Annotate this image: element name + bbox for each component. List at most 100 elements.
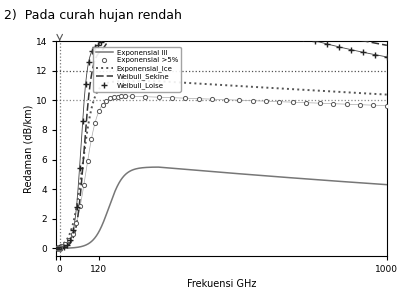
Line: Exponensial III: Exponensial III — [56, 167, 387, 248]
Exponensial >5% — [56, 247, 61, 250]
Exponensial III — [54, 247, 59, 250]
Weibull_Loise — [324, 42, 329, 46]
Weibull_Loise — [104, 31, 109, 34]
X-axis label: Frekuensi GHz: Frekuensi GHz — [187, 279, 256, 289]
Weibull_Loise — [253, 21, 258, 25]
Weibull_Loise — [74, 205, 79, 208]
Weibull_Loise — [372, 53, 377, 56]
Exponensial >5% — [196, 97, 201, 101]
Exponensial >5% — [237, 98, 241, 102]
Exponensial >5% — [277, 100, 282, 103]
Weibull_Loise — [229, 14, 233, 18]
Exponensial >5% — [223, 98, 228, 101]
Line: Weibull_Loise: Weibull_Loise — [53, 0, 391, 252]
Weibull_Loise — [55, 247, 60, 250]
Weibull_Loise — [276, 29, 281, 32]
Exponensial >5% — [291, 101, 295, 104]
Exponensial >5% — [89, 138, 94, 141]
Weibull_Sekine — [252, 14, 257, 18]
Weibull_Loise — [96, 44, 100, 47]
Weibull_Loise — [193, 5, 197, 8]
Weibull_Loise — [114, 21, 118, 24]
Weibull_Loise — [108, 27, 112, 31]
Weibull_Loise — [56, 247, 61, 250]
Weibull_Loise — [86, 60, 91, 64]
Weibull_Loise — [168, 1, 173, 5]
Weibull_Loise — [133, 8, 137, 11]
Exponensial >5% — [57, 247, 62, 250]
Exponensial III — [114, 186, 119, 190]
Weibull_Loise — [62, 245, 67, 249]
Weibull_Loise — [56, 247, 60, 250]
Weibull_Loise — [57, 247, 62, 250]
Exponensial III — [180, 167, 185, 171]
Weibull_Sekine — [114, 30, 119, 34]
Exponensial >5% — [108, 97, 112, 100]
Weibull_Sekine — [54, 247, 59, 250]
Weibull_Loise — [65, 243, 70, 247]
Exponensial >5% — [78, 205, 83, 208]
Exponensial >5% — [357, 103, 362, 106]
Exponensial >5% — [104, 99, 109, 102]
Exponensial III — [269, 175, 274, 178]
Text: 2)  Pada curah hujan rendah: 2) Pada curah hujan rendah — [4, 9, 182, 22]
Exponensial >5% — [56, 247, 60, 250]
Exponensial >5% — [100, 103, 105, 106]
Y-axis label: Redaman (dB/km): Redaman (dB/km) — [23, 104, 33, 193]
Exponensial_Ice — [326, 89, 330, 93]
Exponensial III — [301, 177, 305, 181]
Line: Exponensial >5%: Exponensial >5% — [54, 94, 389, 250]
Exponensial >5% — [183, 96, 188, 100]
Exponensial >5% — [264, 99, 268, 103]
Exponensial_Ice — [384, 93, 389, 96]
Exponensial >5% — [74, 221, 79, 225]
Weibull_Loise — [264, 25, 269, 29]
Weibull_Loise — [289, 32, 293, 36]
Weibull_Loise — [116, 18, 121, 21]
Exponensial >5% — [210, 97, 215, 101]
Exponensial >5% — [371, 103, 376, 107]
Weibull_Loise — [312, 39, 317, 43]
Exponensial >5% — [156, 96, 161, 99]
Line: Exponensial_Ice: Exponensial_Ice — [56, 81, 387, 248]
Legend: Exponensial III, Exponensial >5%, Exponensial_Ice, Weibull_Sekine, Weibull_Loise: Exponensial III, Exponensial >5%, Expone… — [93, 47, 181, 91]
Exponensial >5% — [62, 242, 67, 246]
Weibull_Sekine — [326, 31, 330, 35]
Exponensial >5% — [331, 102, 336, 106]
Exponensial >5% — [317, 101, 322, 105]
Exponensial >5% — [81, 183, 86, 187]
Weibull_Sekine — [301, 26, 305, 29]
Weibull_Loise — [360, 51, 365, 54]
Weibull_Loise — [110, 24, 115, 27]
Weibull_Loise — [102, 35, 106, 39]
Exponensial >5% — [96, 110, 101, 113]
Weibull_Sekine — [269, 18, 274, 22]
Line: Weibull_Sekine: Weibull_Sekine — [56, 6, 387, 248]
Exponensial >5% — [85, 159, 90, 163]
Exponensial >5% — [66, 238, 71, 242]
Weibull_Loise — [120, 16, 125, 19]
Weibull_Loise — [54, 247, 59, 250]
Exponensial >5% — [129, 94, 134, 98]
Weibull_Loise — [59, 246, 64, 250]
Weibull_Loise — [384, 55, 389, 59]
Weibull_Loise — [156, 1, 161, 5]
Exponensial_Ice — [301, 88, 305, 91]
Weibull_Loise — [301, 36, 305, 39]
Exponensial_Ice — [156, 79, 160, 83]
Exponensial_Ice — [269, 86, 274, 90]
Exponensial_Ice — [180, 81, 185, 84]
Exponensial >5% — [119, 95, 124, 98]
Exponensial III — [384, 183, 389, 186]
Weibull_Loise — [145, 4, 150, 7]
Exponensial >5% — [115, 95, 120, 98]
Exponensial III — [156, 165, 160, 169]
Weibull_Loise — [216, 11, 221, 14]
Weibull_Loise — [83, 82, 88, 85]
Exponensial >5% — [55, 247, 60, 250]
Exponensial >5% — [59, 244, 64, 248]
Weibull_Loise — [349, 48, 353, 51]
Exponensial >5% — [384, 104, 389, 107]
Weibull_Sekine — [384, 44, 389, 47]
Weibull_Sekine — [182, 4, 187, 8]
